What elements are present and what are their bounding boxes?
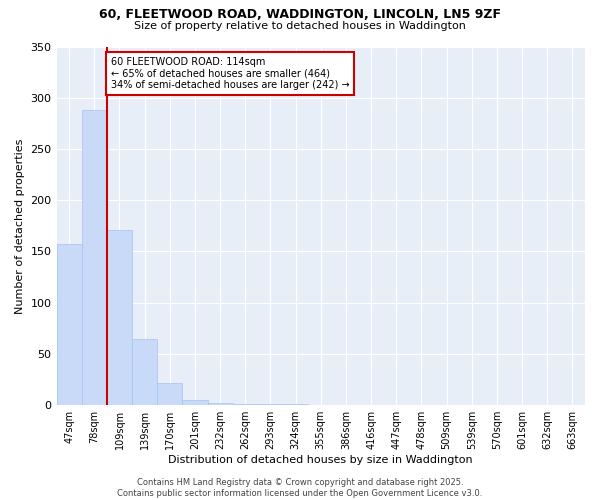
Text: 60, FLEETWOOD ROAD, WADDINGTON, LINCOLN, LN5 9ZF: 60, FLEETWOOD ROAD, WADDINGTON, LINCOLN,… — [99, 8, 501, 20]
Text: Size of property relative to detached houses in Waddington: Size of property relative to detached ho… — [134, 21, 466, 31]
X-axis label: Distribution of detached houses by size in Waddington: Distribution of detached houses by size … — [169, 455, 473, 465]
Bar — [208, 403, 233, 405]
Bar — [182, 400, 208, 405]
Bar — [56, 244, 82, 405]
Bar — [107, 230, 132, 405]
Bar — [132, 338, 157, 405]
Y-axis label: Number of detached properties: Number of detached properties — [15, 138, 25, 314]
Bar — [258, 404, 283, 405]
Bar — [233, 404, 258, 405]
Bar — [157, 382, 182, 405]
Bar — [82, 110, 107, 405]
Text: Contains HM Land Registry data © Crown copyright and database right 2025.
Contai: Contains HM Land Registry data © Crown c… — [118, 478, 482, 498]
Bar — [283, 404, 308, 405]
Text: 60 FLEETWOOD ROAD: 114sqm
← 65% of detached houses are smaller (464)
34% of semi: 60 FLEETWOOD ROAD: 114sqm ← 65% of detac… — [110, 56, 349, 90]
